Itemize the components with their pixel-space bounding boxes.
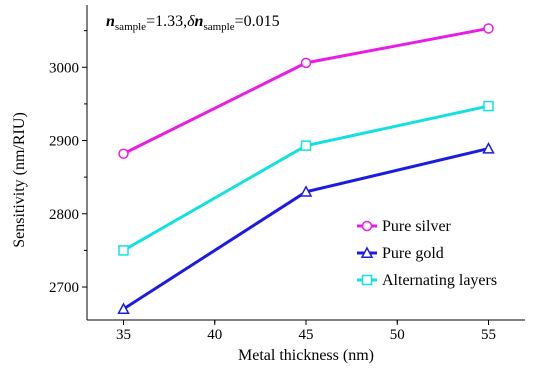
series-layer [117,23,495,315]
annotation-delta-symbol: δ [187,13,195,30]
x-tick-label: 55 [481,327,496,343]
annotation-n-value: =1.33, [146,13,187,30]
data-point [482,142,495,154]
series-alternating-layers [118,100,494,256]
data-point [300,140,312,151]
x-axis-title: Metal thickness (nm) [238,347,374,364]
data-point [300,57,312,69]
data-point [117,302,130,315]
data-point [118,245,129,256]
data-point [118,148,129,159]
annotation-n-subscript: sample [115,21,146,33]
legend: Pure silver Pure gold Alternating layers [357,218,497,289]
x-tick-label: 45 [299,327,314,343]
x-tick-label: 50 [390,327,405,343]
y-tick-label: 2700 [49,280,79,296]
series-pure-silver [118,23,494,159]
legend-item: Pure gold [357,245,444,262]
data-point [299,185,313,197]
x-tick-label: 35 [116,327,131,343]
legend-item: Alternating layers [357,272,497,289]
legend-marker [360,246,374,258]
annotation-delta-subscript: sample [203,21,234,33]
data-point [483,100,494,112]
legend-marker [361,274,373,286]
legend-marker [361,220,373,232]
y-tick-label: 2900 [49,134,79,150]
series-line [122,26,489,156]
annotation-delta-n-symbol: n [195,13,204,30]
series-pure-gold [117,142,495,315]
y-tick-label: 2800 [49,207,79,223]
annotation-text: nsample=1.33,δnsample=0.015 [106,13,280,33]
x-tick-label: 40 [207,327,222,343]
legend-label: Pure silver [382,218,452,235]
annotation-n-symbol: n [106,13,115,30]
legend-item: Pure silver [357,218,452,235]
axis-ticks: 35 40 45 50 55 2700 2800 2900 3000 [49,30,496,343]
legend-label: Pure gold [382,245,444,262]
annotation-delta-value: =0.015 [235,13,280,30]
legend-label: Alternating layers [382,272,497,289]
y-tick-label: 3000 [49,60,79,76]
y-axis-title: Sensitivity (nm/RIU) [11,112,28,248]
data-point [483,23,494,34]
